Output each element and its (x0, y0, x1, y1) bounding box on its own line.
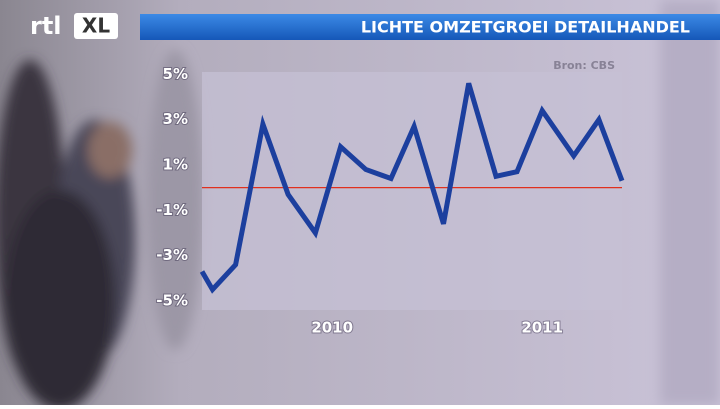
y-tick-label: -1% (156, 201, 188, 219)
y-tick-label: 1% (163, 155, 188, 173)
logo-xl: XL (82, 14, 110, 38)
x-tick-label: 2010 (311, 319, 353, 337)
logo-rtl: rtl (30, 12, 62, 40)
series-line (199, 82, 625, 294)
source: Bron: CBS (553, 59, 615, 72)
x-tick-label: 2011 (521, 319, 563, 337)
title-bar (140, 14, 720, 40)
plot-area (202, 72, 622, 310)
chart-title: LICHTE OMZETGROEI DETAILHANDEL (361, 18, 690, 37)
y-tick-label: -3% (156, 246, 188, 264)
y-tick-label: 5% (163, 65, 188, 83)
y-tick-label: 3% (163, 110, 188, 128)
y-tick-label: -5% (156, 291, 188, 309)
logo-box (74, 13, 118, 39)
